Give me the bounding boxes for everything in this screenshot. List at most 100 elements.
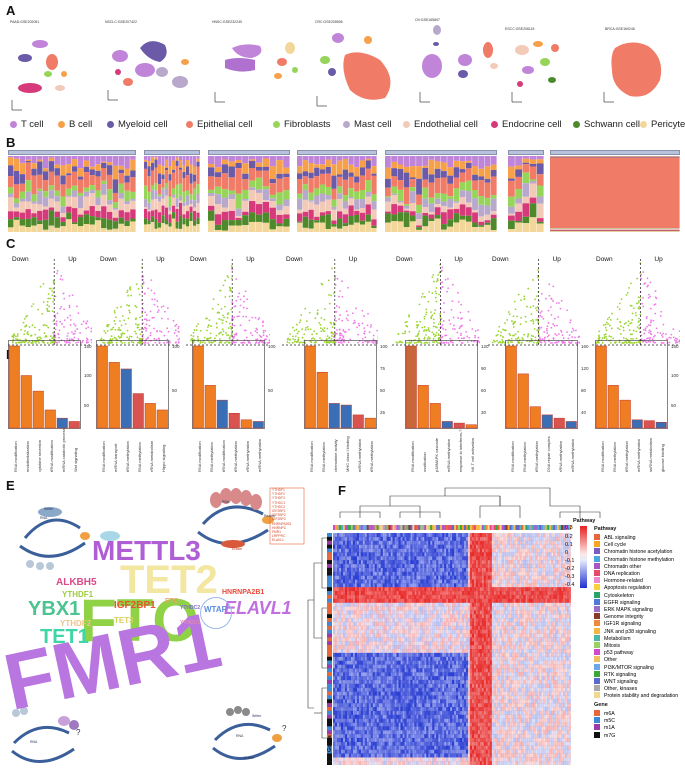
heatmap-cell bbox=[426, 595, 428, 599]
heatmap-cell bbox=[508, 533, 510, 537]
heatmap-cell bbox=[512, 548, 514, 552]
heatmap-cell bbox=[436, 576, 438, 580]
heatmap-cell bbox=[555, 587, 557, 591]
heatmap-cell bbox=[381, 560, 383, 564]
heatmap-cell bbox=[462, 595, 464, 599]
heatmap-cell bbox=[517, 556, 519, 560]
heatmap-cell bbox=[492, 568, 494, 572]
heatmap-cell bbox=[502, 545, 504, 549]
heatmap-cell bbox=[482, 576, 484, 580]
heatmap-cell bbox=[394, 572, 396, 576]
heatmap-cell bbox=[563, 591, 565, 595]
heatmap-cell bbox=[527, 552, 529, 556]
heatmap-cell bbox=[361, 591, 363, 595]
enrichment-term: RNA methylation bbox=[137, 442, 142, 472]
heatmap-cell bbox=[555, 595, 557, 599]
heatmap-cell bbox=[416, 583, 418, 587]
wordcloud-panel: RNA Writer RNA Eraser Reader RNA RNA Wri… bbox=[0, 478, 330, 768]
heatmap-cell bbox=[355, 579, 357, 583]
pathway-annotation bbox=[502, 525, 504, 530]
enrichment-bar bbox=[121, 369, 132, 428]
heatmap-cell bbox=[367, 548, 369, 552]
heatmap-cell bbox=[508, 583, 510, 587]
heatmap-cell bbox=[371, 576, 373, 580]
heatmap-cell bbox=[557, 568, 559, 572]
heatmap-cell bbox=[504, 533, 506, 537]
heatmap-cell bbox=[504, 576, 506, 580]
heatmap-cell bbox=[466, 548, 468, 552]
heatmap-cell bbox=[379, 572, 381, 576]
heatmap-cell bbox=[482, 564, 484, 568]
heatmap-cell bbox=[412, 583, 414, 587]
heatmap-cell bbox=[561, 583, 563, 587]
heatmap-cell bbox=[428, 583, 430, 587]
heatmap-cell bbox=[341, 564, 343, 568]
heatmap-cell bbox=[422, 583, 424, 587]
heatmap-cell bbox=[466, 576, 468, 580]
heatmap-cell bbox=[521, 572, 523, 576]
pathway-annotation bbox=[383, 525, 385, 530]
heatmap-cell bbox=[539, 545, 541, 549]
heatmap-cell bbox=[361, 579, 363, 583]
heatmap-cell bbox=[428, 587, 430, 591]
heatmap-cell bbox=[468, 537, 470, 541]
heatmap-cell bbox=[521, 548, 523, 552]
enrichment-term: mRNA methylation bbox=[357, 439, 362, 472]
heatmap-cell bbox=[381, 579, 383, 583]
heatmap-cell bbox=[494, 545, 496, 549]
heatmap-cell bbox=[404, 579, 406, 583]
heatmap-cell bbox=[416, 533, 418, 537]
heatmap-cell bbox=[515, 564, 517, 568]
heatmap-cell bbox=[454, 572, 456, 576]
heatmap-cell bbox=[553, 533, 555, 537]
heatmap-cell bbox=[468, 587, 470, 591]
heatmap-cell bbox=[381, 591, 383, 595]
heatmap-cell bbox=[525, 595, 527, 599]
heatmap-cell bbox=[408, 548, 410, 552]
heatmap-cell bbox=[486, 587, 488, 591]
pathway-annotation bbox=[357, 525, 359, 530]
heatmap-cell bbox=[444, 579, 446, 583]
heatmap-cell bbox=[371, 548, 373, 552]
pathway-annotation bbox=[438, 525, 440, 530]
heatmap-cell bbox=[339, 572, 341, 576]
heatmap-cell bbox=[545, 591, 547, 595]
heatmap-cell bbox=[557, 537, 559, 541]
heatmap-cell bbox=[535, 591, 537, 595]
heatmap-cell bbox=[456, 560, 458, 564]
heatmap-cell bbox=[337, 541, 339, 545]
heatmap-cell bbox=[412, 595, 414, 599]
heatmap-cell bbox=[355, 560, 357, 564]
heatmap-cell bbox=[357, 541, 359, 545]
heatmap-cell bbox=[496, 533, 498, 537]
heatmap-cell bbox=[373, 579, 375, 583]
heatmap-cell bbox=[426, 556, 428, 560]
heatmap-cell bbox=[394, 548, 396, 552]
enrichment-term: RNA modification bbox=[101, 441, 106, 472]
heatmap-cell bbox=[559, 583, 561, 587]
heatmap-cell bbox=[513, 556, 515, 560]
heatmap-cell bbox=[506, 564, 508, 568]
heatmap-cell bbox=[545, 541, 547, 545]
heatmap-cell bbox=[462, 533, 464, 537]
heatmap-cell bbox=[531, 545, 533, 549]
heatmap-cell bbox=[474, 560, 476, 564]
heatmap-cell bbox=[404, 560, 406, 564]
heatmap-cell bbox=[444, 591, 446, 595]
enrichment-bar bbox=[97, 346, 108, 428]
heatmap-cell bbox=[434, 560, 436, 564]
heatmap-cell bbox=[468, 548, 470, 552]
heatmap-cell bbox=[349, 552, 351, 556]
enrichment-axis-tick: 60 bbox=[481, 388, 486, 393]
heatmap-cell bbox=[436, 560, 438, 564]
heatmap-cell bbox=[561, 552, 563, 556]
heatmap-cell bbox=[521, 541, 523, 545]
heatmap-cell bbox=[462, 587, 464, 591]
heatmap-cell bbox=[549, 560, 551, 564]
heatmap-cell bbox=[424, 572, 426, 576]
heatmap-cell bbox=[355, 595, 357, 599]
heatmap-cell bbox=[396, 572, 398, 576]
heatmap-cell bbox=[470, 537, 472, 541]
heatmap-cell bbox=[482, 579, 484, 583]
heatmap-cell bbox=[488, 533, 490, 537]
